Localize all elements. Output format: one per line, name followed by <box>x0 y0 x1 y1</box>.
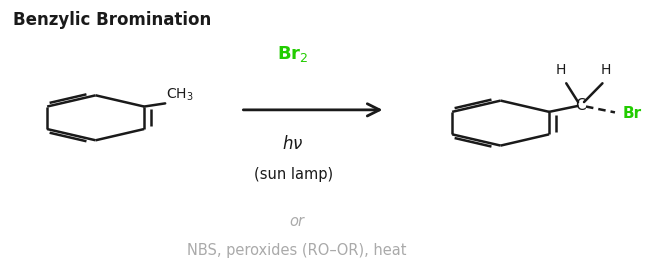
Text: Benzylic Bromination: Benzylic Bromination <box>13 11 212 29</box>
Text: (sun lamp): (sun lamp) <box>253 167 333 182</box>
Text: $h\nu$: $h\nu$ <box>282 135 304 153</box>
Text: H: H <box>601 63 611 77</box>
Text: NBS, peroxides (RO–OR), heat: NBS, peroxides (RO–OR), heat <box>187 244 407 258</box>
Text: CH$_3$: CH$_3$ <box>166 86 194 103</box>
Text: Br$_2$: Br$_2$ <box>278 43 309 63</box>
Text: H: H <box>556 63 566 77</box>
Text: or: or <box>289 214 304 230</box>
Text: C: C <box>575 98 586 113</box>
Text: Br: Br <box>622 106 641 121</box>
